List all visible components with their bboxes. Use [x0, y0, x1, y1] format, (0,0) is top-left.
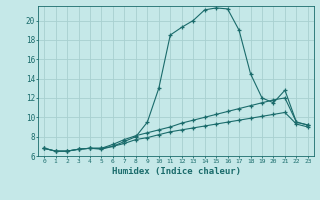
X-axis label: Humidex (Indice chaleur): Humidex (Indice chaleur) [111, 167, 241, 176]
